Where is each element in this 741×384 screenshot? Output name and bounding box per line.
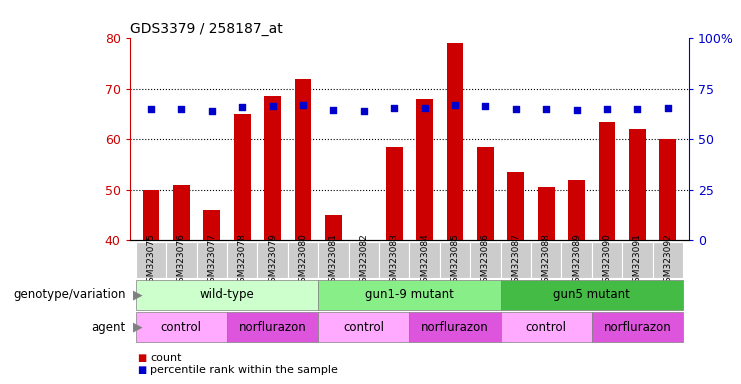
- Point: [145, 106, 157, 112]
- Point: [358, 108, 370, 114]
- Text: GSM323081: GSM323081: [329, 233, 338, 288]
- Text: GSM323079: GSM323079: [268, 233, 277, 288]
- Point: [176, 106, 187, 112]
- Bar: [592, 312, 683, 342]
- Bar: [136, 280, 318, 310]
- Bar: [416, 99, 433, 240]
- Point: [479, 103, 491, 109]
- Bar: [325, 215, 342, 240]
- Text: gun5 mutant: gun5 mutant: [554, 288, 631, 301]
- Point: [601, 106, 613, 112]
- Point: [510, 106, 522, 112]
- Text: norflurazon: norflurazon: [604, 321, 671, 334]
- Bar: [531, 242, 562, 278]
- Bar: [568, 180, 585, 240]
- Bar: [257, 242, 288, 278]
- Text: ▶: ▶: [133, 321, 143, 334]
- Bar: [629, 129, 646, 240]
- Bar: [142, 190, 159, 240]
- Text: norflurazon: norflurazon: [421, 321, 489, 334]
- Point: [328, 107, 339, 113]
- Text: ■: ■: [137, 353, 146, 363]
- Bar: [501, 242, 531, 278]
- Text: norflurazon: norflurazon: [239, 321, 307, 334]
- Text: GSM323088: GSM323088: [542, 233, 551, 288]
- Bar: [234, 114, 250, 240]
- Text: control: control: [161, 321, 202, 334]
- Text: ▶: ▶: [133, 288, 143, 301]
- Bar: [265, 96, 281, 240]
- Bar: [538, 187, 554, 240]
- Text: GSM323091: GSM323091: [633, 233, 642, 288]
- Bar: [447, 43, 463, 240]
- Text: GSM323077: GSM323077: [207, 233, 216, 288]
- Bar: [592, 242, 622, 278]
- Point: [388, 105, 400, 111]
- Text: count: count: [150, 353, 182, 363]
- Bar: [196, 242, 227, 278]
- Point: [206, 108, 218, 114]
- Bar: [348, 242, 379, 278]
- Text: GSM323084: GSM323084: [420, 233, 429, 288]
- Bar: [318, 280, 501, 310]
- Point: [449, 102, 461, 108]
- Text: GSM323080: GSM323080: [299, 233, 308, 288]
- Bar: [409, 312, 501, 342]
- Bar: [440, 242, 471, 278]
- Bar: [477, 147, 494, 240]
- Bar: [173, 185, 190, 240]
- Text: GSM323090: GSM323090: [602, 233, 611, 288]
- Text: GSM323076: GSM323076: [177, 233, 186, 288]
- Bar: [379, 242, 409, 278]
- Text: control: control: [343, 321, 385, 334]
- Text: GSM323078: GSM323078: [238, 233, 247, 288]
- Bar: [659, 139, 677, 240]
- Text: percentile rank within the sample: percentile rank within the sample: [150, 365, 339, 375]
- Text: GSM323089: GSM323089: [572, 233, 581, 288]
- Text: GSM323085: GSM323085: [451, 233, 459, 288]
- Point: [297, 102, 309, 108]
- Text: GSM323092: GSM323092: [663, 233, 672, 288]
- Point: [571, 107, 582, 113]
- Bar: [204, 210, 220, 240]
- Text: ■: ■: [137, 365, 146, 375]
- Point: [662, 105, 674, 111]
- Bar: [227, 242, 257, 278]
- Text: GSM323087: GSM323087: [511, 233, 520, 288]
- Bar: [501, 312, 592, 342]
- Text: control: control: [525, 321, 567, 334]
- Bar: [562, 242, 592, 278]
- Bar: [166, 242, 196, 278]
- Text: GDS3379 / 258187_at: GDS3379 / 258187_at: [130, 22, 282, 36]
- Text: GSM323083: GSM323083: [390, 233, 399, 288]
- Point: [267, 103, 279, 109]
- Bar: [653, 242, 683, 278]
- Bar: [599, 122, 615, 240]
- Point: [631, 106, 643, 112]
- Text: genotype/variation: genotype/variation: [13, 288, 126, 301]
- Text: agent: agent: [92, 321, 126, 334]
- Point: [236, 104, 248, 110]
- Bar: [136, 242, 166, 278]
- Point: [540, 106, 552, 112]
- Text: GSM323082: GSM323082: [359, 233, 368, 288]
- Text: wild-type: wild-type: [199, 288, 254, 301]
- Text: GSM323075: GSM323075: [147, 233, 156, 288]
- Bar: [501, 280, 683, 310]
- Bar: [318, 312, 409, 342]
- Bar: [471, 242, 501, 278]
- Bar: [622, 242, 653, 278]
- Bar: [386, 147, 402, 240]
- Bar: [136, 312, 227, 342]
- Bar: [295, 79, 311, 240]
- Bar: [227, 312, 318, 342]
- Point: [419, 105, 431, 111]
- Text: GSM323086: GSM323086: [481, 233, 490, 288]
- Bar: [318, 242, 348, 278]
- Bar: [508, 172, 524, 240]
- Bar: [288, 242, 318, 278]
- Bar: [409, 242, 440, 278]
- Text: gun1-9 mutant: gun1-9 mutant: [365, 288, 453, 301]
